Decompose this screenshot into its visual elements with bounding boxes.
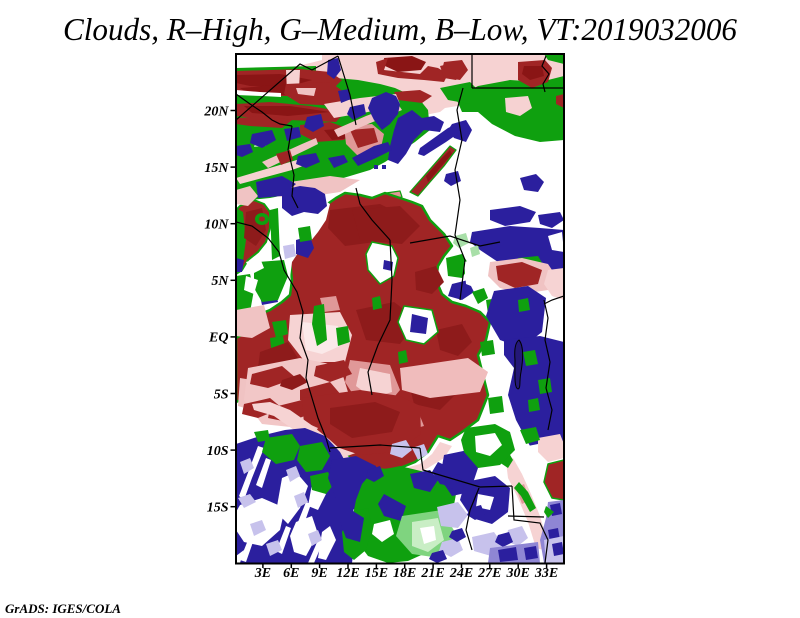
svg-text:20N: 20N [203,104,229,119]
svg-text:15E: 15E [365,566,388,581]
svg-text:9E: 9E [311,566,327,581]
svg-text:12E: 12E [336,566,359,581]
svg-text:6E: 6E [283,566,299,581]
svg-text:24E: 24E [449,566,473,581]
svg-text:15N: 15N [204,161,229,176]
svg-text:33E: 33E [534,566,558,581]
svg-text:21E: 21E [420,566,444,581]
svg-text:18E: 18E [393,566,416,581]
svg-text:10N: 10N [204,218,229,233]
svg-text:10S: 10S [207,444,229,459]
svg-text:GrADS: IGES/COLA: GrADS: IGES/COLA [5,601,121,616]
svg-text:EQ: EQ [208,331,228,346]
svg-text:5S: 5S [214,387,229,402]
svg-text:30E: 30E [506,566,530,581]
svg-text:15S: 15S [207,501,229,516]
svg-text:3E: 3E [254,566,271,581]
svg-text:5N: 5N [211,274,229,289]
svg-text:27E: 27E [477,566,501,581]
svg-text:Clouds, R–High, G–Medium, B–Lo: Clouds, R–High, G–Medium, B–Low, VT:2019… [63,11,737,47]
